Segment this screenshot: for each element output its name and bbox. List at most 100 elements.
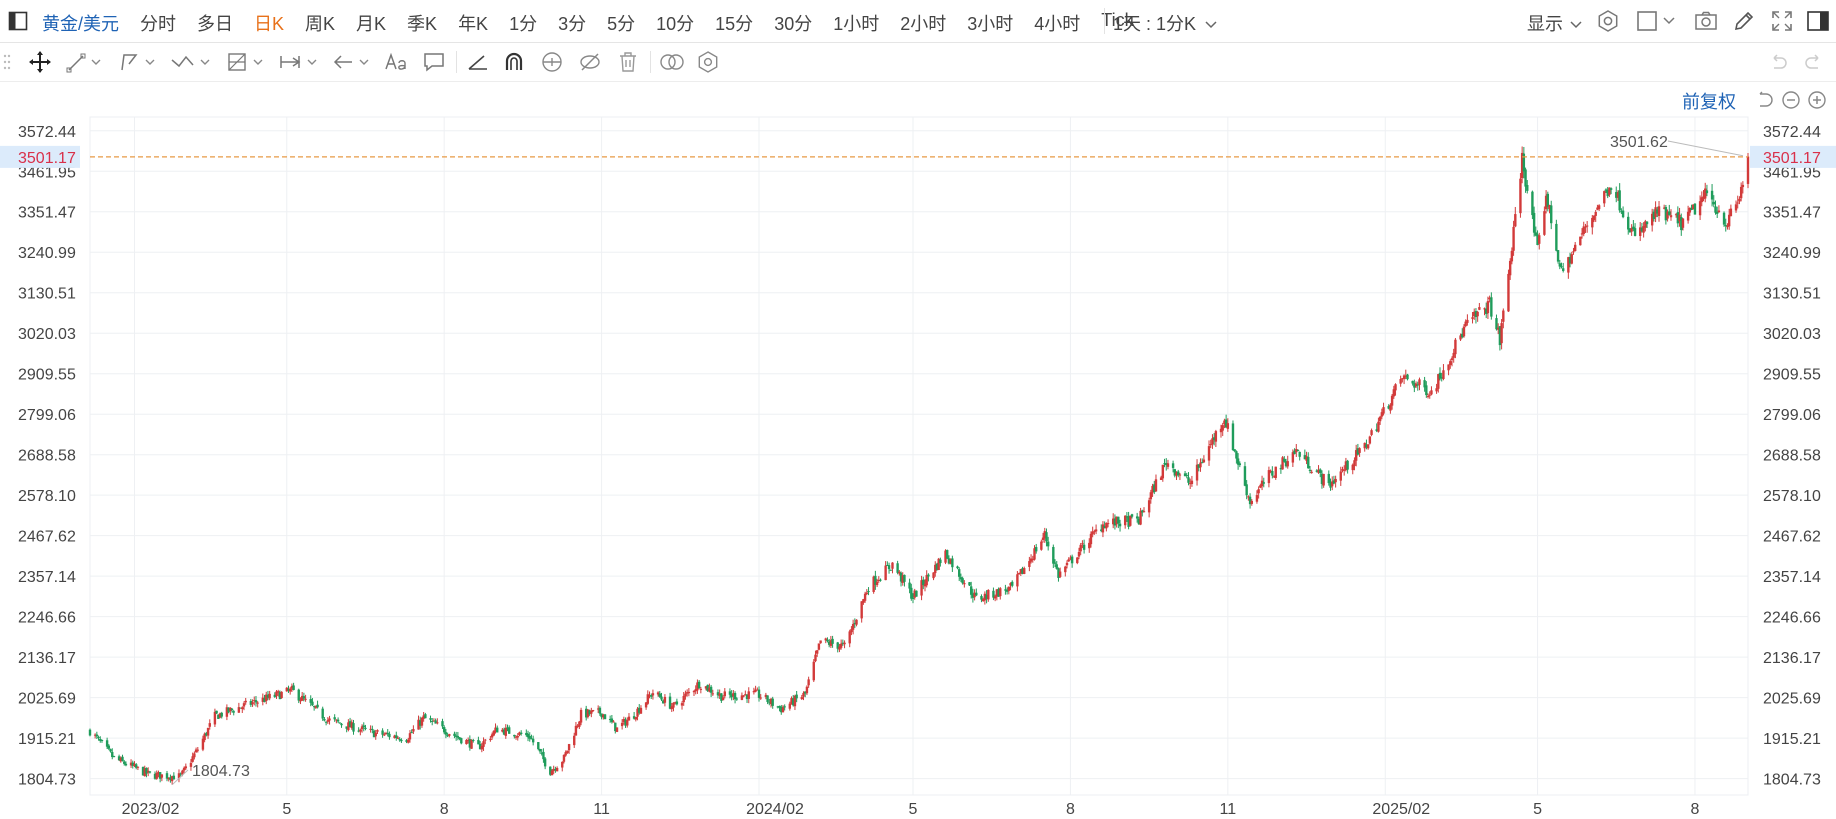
period-tab[interactable]: 5分 [607,14,636,34]
measure-icon[interactable] [278,50,322,74]
candle-body [716,692,720,696]
candle-body [1596,207,1599,210]
candle-body [1081,543,1084,545]
wave-pattern-icon[interactable] [170,50,216,74]
reset-icon[interactable] [1754,89,1776,111]
redo-icon[interactable] [1802,50,1826,74]
candle-body [1594,211,1597,216]
candle-body [1633,228,1637,236]
period-tab[interactable]: 分时 [140,14,176,34]
candle-body [251,702,254,705]
period-tab[interactable]: 月K [356,14,387,34]
candle-body [1532,212,1536,233]
magnet-icon[interactable] [502,50,526,74]
candle-body [268,693,271,699]
text-tool-icon[interactable] [384,50,408,74]
period-tab[interactable]: 15分 [715,14,754,34]
candle-body [615,727,619,732]
candle-body [1592,215,1596,221]
candle-body [958,569,961,577]
candle-body [335,719,338,721]
period-tab[interactable]: 1分 [509,14,538,34]
arrow-left-icon[interactable] [332,50,374,74]
candle-body [1366,444,1370,449]
period-tab[interactable]: 周K [305,14,336,34]
candle-body [468,739,472,748]
price-adjust-toggle[interactable]: 前复权 [1682,92,1736,112]
pen-icon[interactable] [1732,9,1756,33]
sidebar-toggle-icon[interactable] [8,11,28,31]
gear-icon[interactable] [1596,9,1620,33]
candle-body [769,698,773,705]
candle-body [131,762,134,766]
candle-body [1738,198,1741,202]
zoom-in-icon[interactable] [1806,89,1828,111]
trash-icon[interactable] [616,50,640,74]
candle-body [1570,254,1573,264]
symbol-name[interactable]: 黄金/美元 [42,14,120,34]
candle-body [668,696,672,709]
current-price-tag-right [1750,145,1836,168]
camera-icon[interactable] [1694,9,1718,33]
candle-body [275,691,278,696]
period-tab[interactable]: 多日 [197,14,233,34]
undo-icon[interactable] [1766,50,1790,74]
candle-body [357,730,360,732]
period-tab[interactable]: 30分 [774,14,813,34]
candle-body [312,706,316,708]
zoom-out-icon[interactable] [1780,89,1802,111]
polyline-icon[interactable] [118,50,160,74]
fullscreen-icon[interactable] [1770,9,1794,33]
candle-body [1137,518,1141,525]
angle-icon[interactable] [466,50,490,74]
candle-body [1043,531,1046,539]
candle-body [781,707,785,713]
x-tick-label: 8 [440,801,449,818]
draw-settings-icon[interactable] [696,50,720,74]
candle-body [141,767,145,776]
right-panel-icon[interactable] [1806,9,1830,33]
candle-body [285,687,288,692]
y-tick-label: 2136.17 [1763,650,1821,667]
period-tab[interactable]: 1小时 [833,14,880,34]
period-tab[interactable]: Tick [1101,10,1134,30]
candle-body [513,734,516,737]
x-tick-label: 5 [282,801,291,818]
period-tab[interactable]: 3小时 [967,14,1014,34]
candle-body [1183,473,1187,477]
candle-body [1454,339,1457,355]
period-tab[interactable]: 季K [407,14,438,34]
period-tab[interactable]: 2小时 [900,14,947,34]
candle-body [157,772,160,774]
candle-body [300,695,304,701]
period-tab[interactable]: 3分 [558,14,587,34]
hide-drawings-icon[interactable] [578,50,602,74]
period-tab[interactable]: 日K [254,14,285,34]
lock-drawing-icon[interactable] [540,50,564,74]
candle-body [177,773,181,779]
period-tab[interactable]: 年K [458,14,489,34]
compare-icon[interactable] [658,50,686,74]
move-cursor-icon[interactable] [28,50,52,74]
display-menu[interactable]: 显示 [1527,10,1582,36]
candle-body [925,575,928,586]
candle-body [579,709,583,723]
y-tick-label: 2246.66 [1763,610,1821,627]
candle-body [1190,480,1194,485]
candle-body [1406,374,1409,380]
period-tab[interactable]: 4小时 [1034,14,1081,34]
candle-body [591,709,595,711]
layout-selector[interactable] [1636,9,1680,33]
candle-body [1141,510,1144,513]
candle-body [396,737,400,739]
trend-line-icon[interactable] [66,50,106,74]
candle-body [771,698,774,706]
interval-selector[interactable]: 1天 : 1分K [1113,10,1217,36]
candle-body [1568,257,1572,264]
candle-body [1466,319,1469,323]
candle-body [383,734,386,736]
period-tab[interactable]: 10分 [656,14,695,34]
comment-icon[interactable] [422,50,446,74]
fib-tool-icon[interactable] [226,50,268,74]
